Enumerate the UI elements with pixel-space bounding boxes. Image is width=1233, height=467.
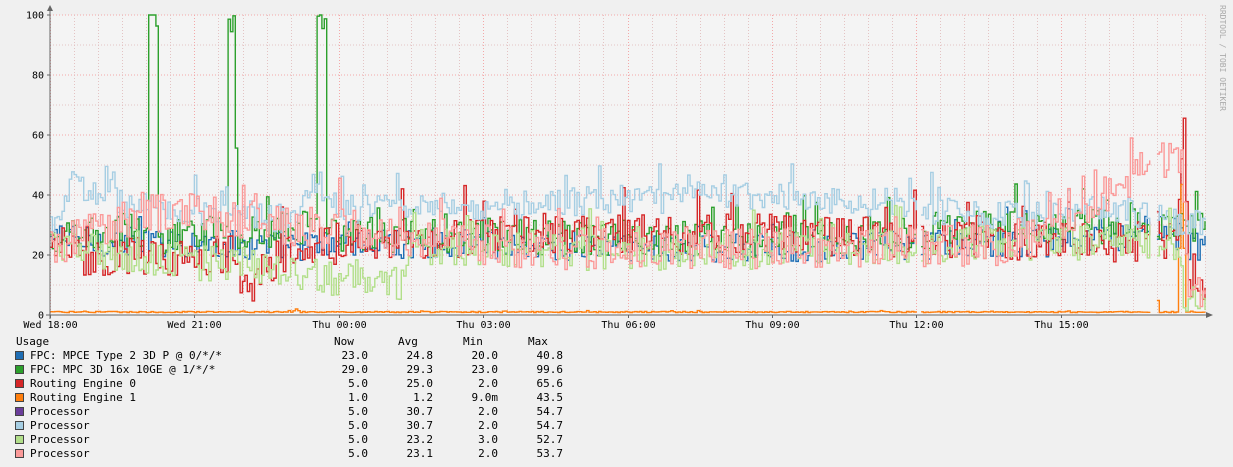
legend-series-name: FPC: MPC 3D 16x 10GE @ 1/*/*	[30, 363, 216, 376]
legend-max-value: 65.6	[536, 377, 564, 390]
x-tick-label: Thu 12:00	[889, 320, 943, 331]
legend-swatch	[15, 407, 24, 416]
chart-tick-labels: 0 20 40 60 80 100 Wed 18:00 Wed 21:00 Thu 00:00 T…	[23, 11, 1088, 332]
legend-now-value: 1.0	[348, 391, 368, 404]
x-tick-label: Thu 15:00	[1034, 320, 1088, 331]
legend-series-name: Processor	[30, 433, 90, 446]
legend-avg-value: 1.2	[413, 391, 433, 404]
legend-header-now: Now	[334, 335, 354, 348]
legend-avg-value: 23.1	[406, 447, 434, 460]
legend-min-value: 3.0	[478, 433, 498, 446]
legend-rows: FPC: MPCE Type 2 3D P @ 0/*/* 23.0 24.8 20.…	[14, 349, 614, 461]
legend-row: Processor 5.0 30.7 2.0 54.7	[14, 405, 614, 419]
legend-swatch	[15, 421, 24, 430]
legend-max-value: 54.7	[536, 405, 564, 418]
legend-max-value: 52.7	[536, 433, 564, 446]
series-line-proc2	[50, 163, 1206, 236]
series-line-proc4	[50, 137, 1206, 308]
x-axis-arrow	[1206, 312, 1213, 318]
legend-min-value: 20.0	[471, 349, 499, 362]
legend-max-value: 54.7	[536, 419, 564, 432]
legend-header-label: Usage	[16, 335, 50, 348]
legend-min-value: 2.0	[478, 405, 498, 418]
y-tick-label: 60	[32, 131, 44, 142]
legend-avg-value: 25.0	[406, 377, 434, 390]
x-tick-label: Wed 21:00	[167, 320, 221, 331]
legend-max-value: 53.7	[536, 447, 564, 460]
y-tick-label: 0	[38, 311, 44, 322]
legend-max-value: 99.6	[536, 363, 564, 376]
legend-now-value: 5.0	[348, 377, 368, 390]
x-tick-label: Thu 03:00	[456, 320, 510, 331]
usage-chart: 0 20 40 60 80 100 Wed 18:00 Wed 21:00 Thu 00:00 T…	[23, 5, 1227, 332]
legend-series-name: Processor	[30, 447, 90, 460]
legend-row: FPC: MPC 3D 16x 10GE @ 1/*/* 29.0 29.3 23.0…	[14, 363, 614, 377]
x-tick-label: Wed 18:00	[23, 320, 77, 331]
series-line-re1	[50, 183, 1206, 314]
y-tick-label: 80	[32, 71, 44, 82]
legend-avg-value: 29.3	[406, 363, 434, 376]
legend-header-min: Min	[463, 335, 483, 348]
legend: Usage Now Avg Min Max FPC: MPCE Type 2 3…	[14, 335, 614, 461]
y-tick-label: 20	[32, 251, 44, 262]
legend-min-value: 2.0	[478, 377, 498, 390]
legend-min-value: 23.0	[471, 363, 499, 376]
rrdtool-watermark: RRDTOOL / TOBI OETIKER	[1218, 5, 1227, 111]
legend-swatch	[15, 449, 24, 458]
legend-now-value: 5.0	[348, 447, 368, 460]
legend-now-value: 5.0	[348, 419, 368, 432]
chart-series	[50, 14, 1206, 314]
legend-row: Processor 5.0 30.7 2.0 54.7	[14, 419, 614, 433]
legend-avg-value: 30.7	[406, 419, 434, 432]
legend-row: Processor 5.0 23.1 2.0 53.7	[14, 447, 614, 461]
legend-row: Routing Engine 1 1.0 1.2 9.0m 43.5	[14, 391, 614, 405]
legend-avg-value: 24.8	[406, 349, 434, 362]
legend-now-value: 5.0	[348, 433, 368, 446]
legend-series-name: FPC: MPCE Type 2 3D P @ 0/*/*	[30, 349, 223, 362]
legend-series-name: Processor	[30, 419, 90, 432]
x-tick-label: Thu 09:00	[745, 320, 799, 331]
legend-row: Processor 5.0 23.2 3.0 52.7	[14, 433, 614, 447]
legend-series-name: Processor	[30, 405, 90, 418]
y-tick-label: 100	[26, 11, 44, 22]
legend-avg-value: 30.7	[406, 405, 434, 418]
chart-axes	[46, 5, 1213, 319]
legend-min-value: 9.0m	[471, 391, 499, 404]
legend-row: FPC: MPCE Type 2 3D P @ 0/*/* 23.0 24.8 20.…	[14, 349, 614, 363]
legend-now-value: 5.0	[348, 405, 368, 418]
x-tick-label: Thu 00:00	[312, 320, 366, 331]
y-tick-label: 40	[32, 191, 44, 202]
legend-min-value: 2.0	[478, 447, 498, 460]
legend-swatch	[15, 365, 24, 374]
legend-min-value: 2.0	[478, 419, 498, 432]
y-axis-arrow	[47, 5, 53, 11]
legend-series-name: Routing Engine 0	[30, 377, 136, 390]
legend-swatch	[15, 379, 24, 388]
legend-swatch	[15, 351, 24, 360]
x-tick-label: Thu 06:00	[601, 320, 655, 331]
legend-swatch	[15, 435, 24, 444]
legend-series-name: Routing Engine 1	[30, 391, 136, 404]
legend-now-value: 23.0	[341, 349, 369, 362]
legend-swatch	[15, 393, 24, 402]
legend-now-value: 29.0	[341, 363, 369, 376]
legend-header: Usage Now Avg Min Max	[14, 335, 614, 349]
legend-row: Routing Engine 0 5.0 25.0 2.0 65.6	[14, 377, 614, 391]
legend-max-value: 40.8	[536, 349, 564, 362]
legend-avg-value: 23.2	[406, 433, 434, 446]
legend-header-max: Max	[528, 335, 548, 348]
legend-max-value: 43.5	[536, 391, 564, 404]
legend-header-avg: Avg	[398, 335, 418, 348]
